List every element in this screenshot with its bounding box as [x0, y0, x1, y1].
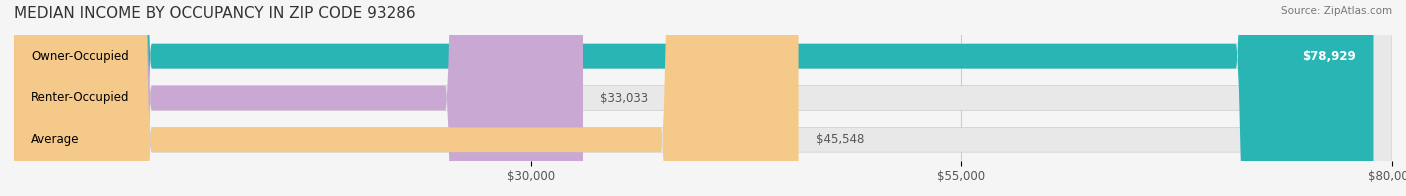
Text: Average: Average	[31, 133, 80, 146]
Text: Renter-Occupied: Renter-Occupied	[31, 92, 129, 104]
Text: $45,548: $45,548	[815, 133, 865, 146]
Text: Source: ZipAtlas.com: Source: ZipAtlas.com	[1281, 6, 1392, 16]
FancyBboxPatch shape	[14, 0, 583, 196]
Text: $78,929: $78,929	[1302, 50, 1357, 63]
Text: MEDIAN INCOME BY OCCUPANCY IN ZIP CODE 93286: MEDIAN INCOME BY OCCUPANCY IN ZIP CODE 9…	[14, 6, 416, 21]
FancyBboxPatch shape	[14, 0, 1374, 196]
Text: Owner-Occupied: Owner-Occupied	[31, 50, 129, 63]
FancyBboxPatch shape	[14, 0, 799, 196]
FancyBboxPatch shape	[14, 0, 1392, 196]
Text: $33,033: $33,033	[600, 92, 648, 104]
FancyBboxPatch shape	[14, 0, 1392, 196]
FancyBboxPatch shape	[14, 0, 1392, 196]
